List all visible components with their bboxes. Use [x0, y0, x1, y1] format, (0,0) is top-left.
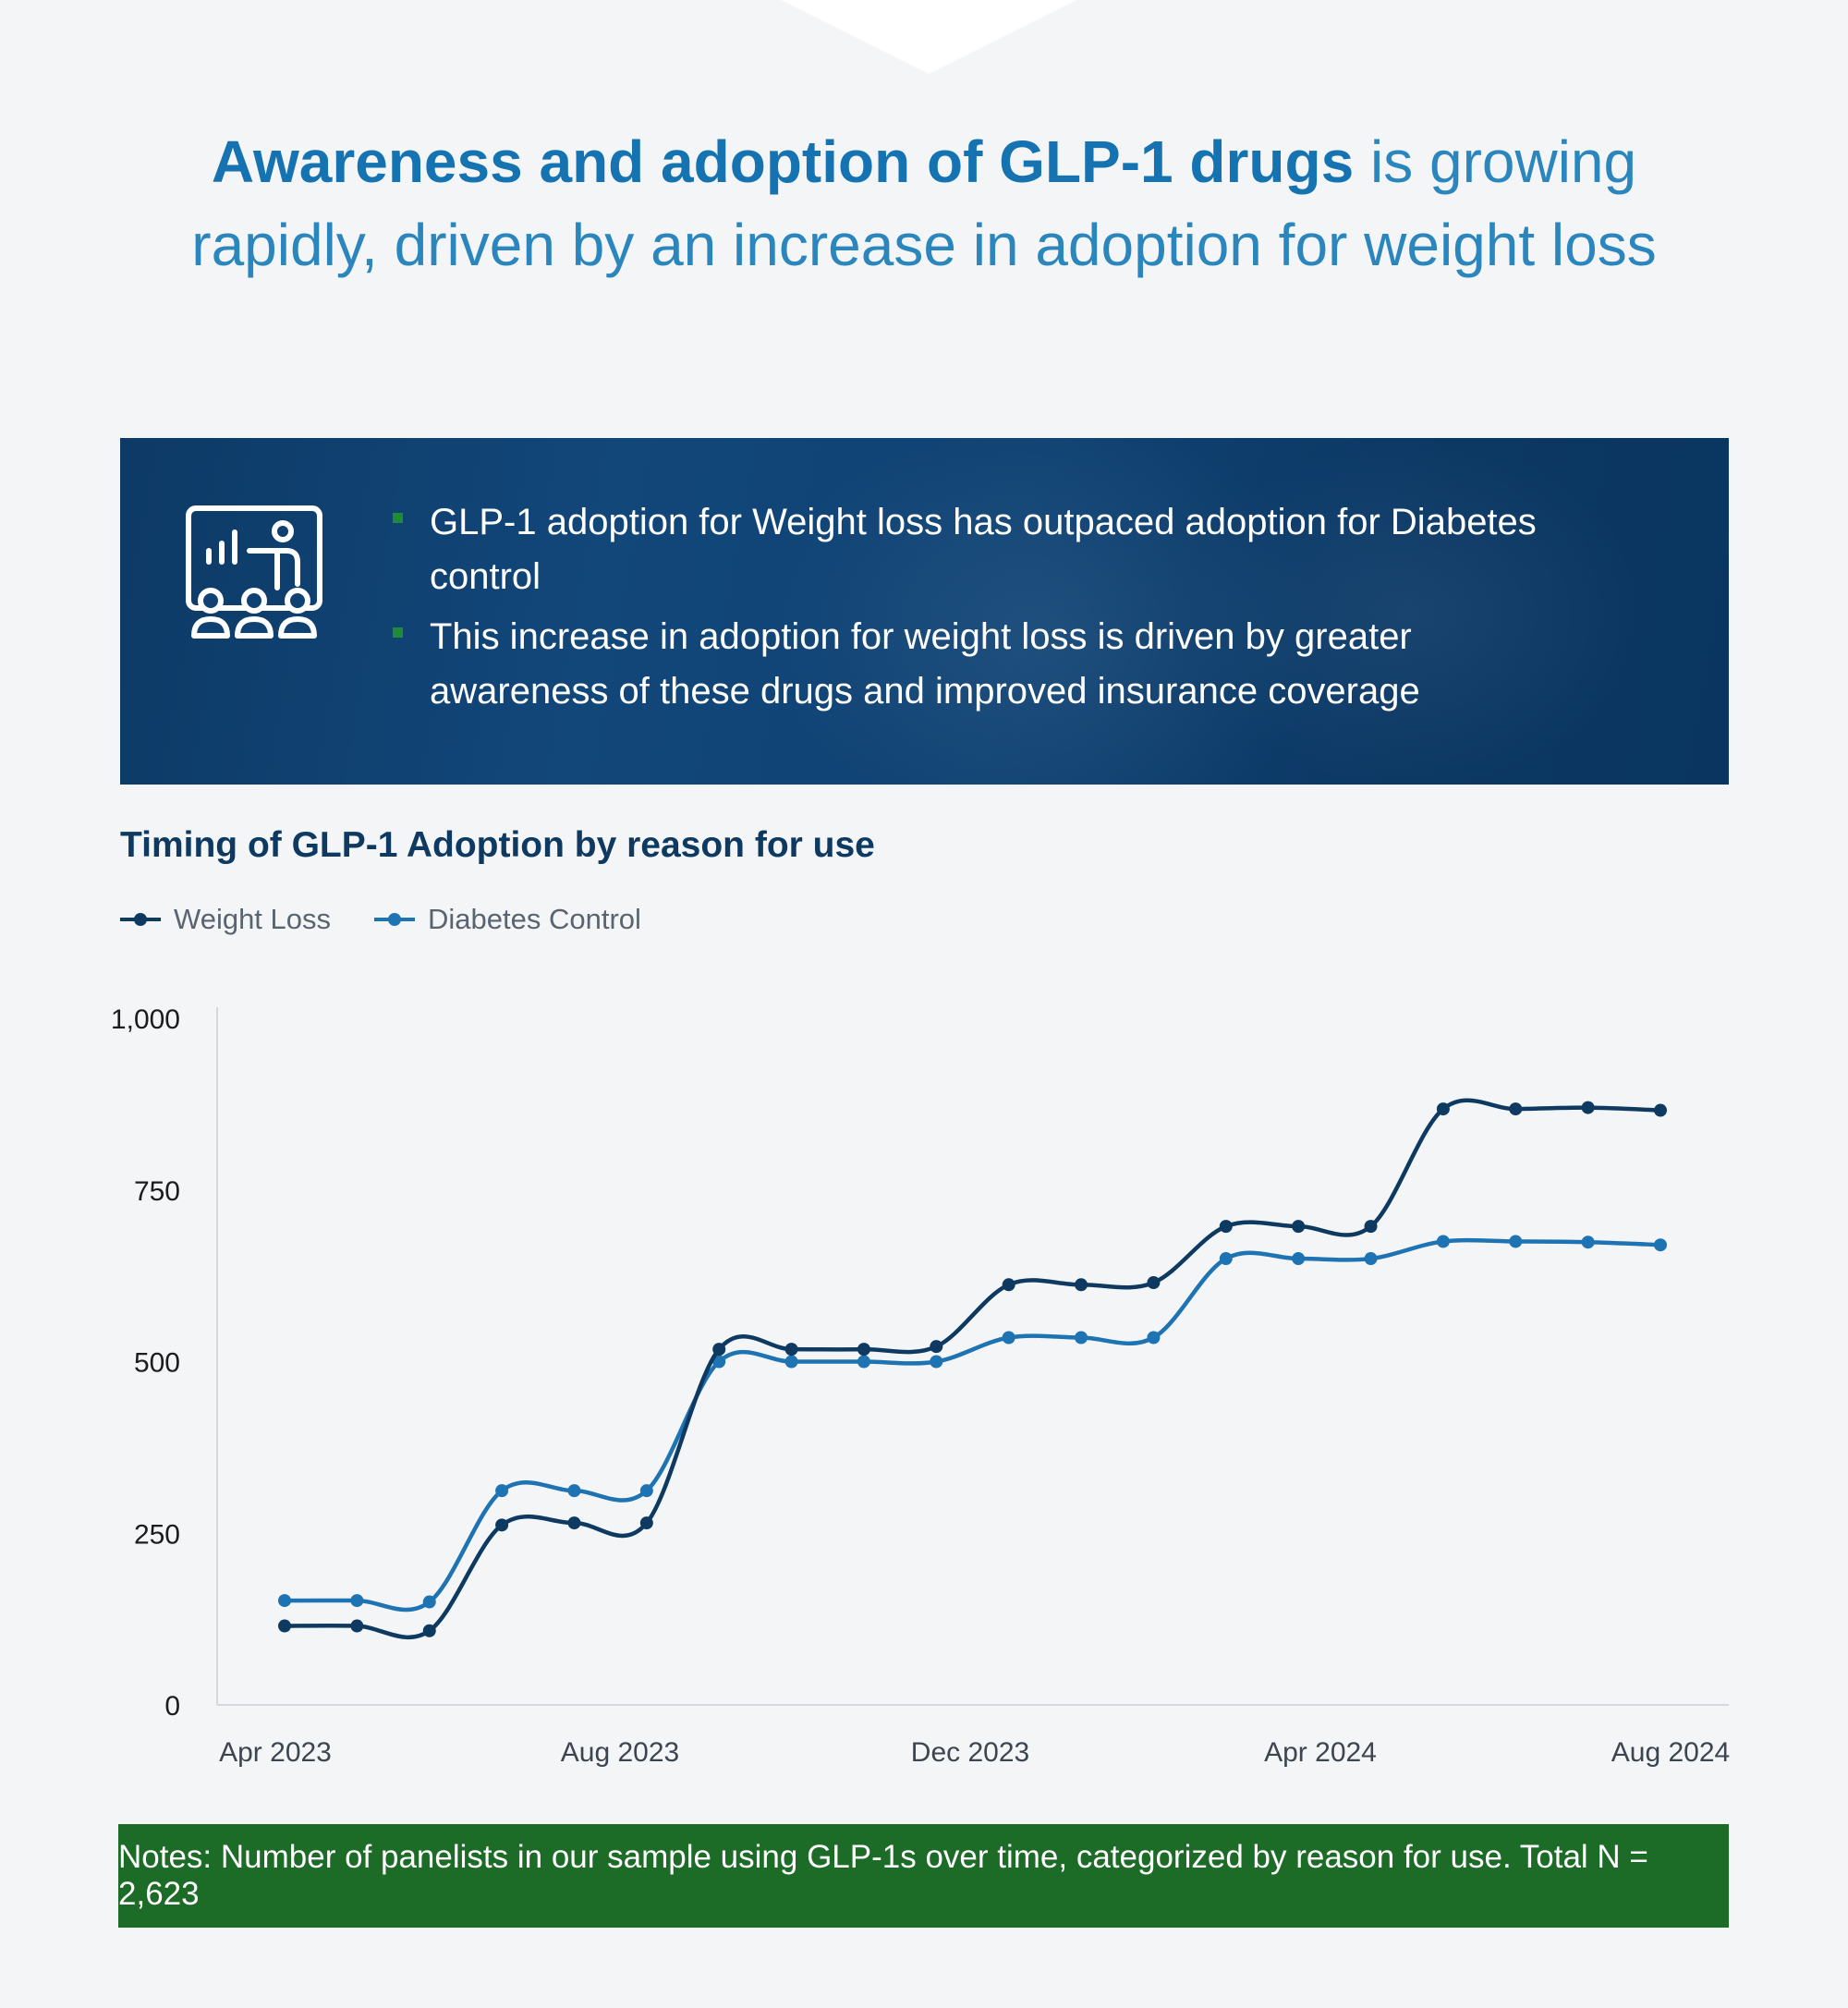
- y-tick-label: 1,000: [111, 1004, 180, 1035]
- headline-rest: is growing rapidly, driven by an increas…: [191, 128, 1657, 278]
- finding-item: This increase in adoption for weight los…: [383, 610, 1585, 719]
- y-tick-label: 750: [134, 1176, 180, 1207]
- data-point-weight-loss: [712, 1343, 726, 1357]
- legend-item-weight-loss[interactable]: Weight Loss: [118, 903, 331, 936]
- data-point-diabetes-control: [1219, 1252, 1233, 1266]
- legend-label: Weight Loss: [174, 903, 332, 935]
- bullet-square-icon: [393, 513, 403, 523]
- data-point-diabetes-control: [422, 1595, 436, 1609]
- legend-marker-icon: [120, 913, 161, 926]
- data-point-weight-loss: [930, 1340, 943, 1354]
- data-point-diabetes-control: [1436, 1235, 1450, 1248]
- data-point-weight-loss: [1219, 1220, 1233, 1234]
- data-point-weight-loss: [278, 1619, 291, 1633]
- chart-title: Timing of GLP-1 Adoption by reason for u…: [120, 825, 875, 865]
- finding-text: GLP-1 adoption for Weight loss has outpa…: [430, 502, 1537, 597]
- top-notch-decoration: [781, 0, 1076, 74]
- bullet-square-icon: [393, 627, 403, 638]
- adoption-line-chart: 0 250 500 750 1,000 Apr 2023 Aug 2023 Dec 2023 A…: [111, 1004, 1730, 1768]
- series-line-weight-loss: [284, 1098, 1661, 1640]
- data-point-weight-loss: [1147, 1276, 1161, 1290]
- data-point-diabetes-control: [784, 1355, 798, 1369]
- notes-box: Notes: Number of panelists in our sample…: [118, 1824, 1729, 1928]
- data-point-diabetes-control: [930, 1355, 943, 1369]
- data-point-diabetes-control: [1075, 1331, 1088, 1345]
- x-tick-label: Apr 2023: [219, 1737, 332, 1768]
- key-findings-banner: GLP-1 adoption for Weight loss has outpa…: [120, 438, 1729, 785]
- legend-marker-icon: [374, 913, 416, 926]
- legend-label: Diabetes Control: [428, 903, 641, 935]
- data-point-weight-loss: [1292, 1220, 1306, 1234]
- y-tick-label: 250: [134, 1519, 180, 1550]
- data-point-diabetes-control: [278, 1594, 291, 1608]
- data-point-weight-loss: [639, 1516, 653, 1530]
- data-point-weight-loss: [1002, 1278, 1015, 1292]
- y-tick-label: 500: [134, 1348, 180, 1379]
- page-headline: Awareness and adoption of GLP-1 drugs is…: [148, 120, 1700, 286]
- data-point-diabetes-control: [712, 1355, 726, 1369]
- data-point-weight-loss: [857, 1343, 870, 1357]
- data-point-weight-loss: [1509, 1102, 1523, 1116]
- data-point-diabetes-control: [1364, 1252, 1378, 1266]
- series-line-diabetes-control: [284, 1237, 1661, 1612]
- x-tick-label: Aug 2024: [1611, 1737, 1730, 1768]
- presentation-chart-icon: [186, 505, 322, 639]
- x-tick-label: Aug 2023: [561, 1737, 679, 1768]
- legend-item-diabetes-control[interactable]: Diabetes Control: [372, 903, 641, 936]
- data-point-diabetes-control: [639, 1484, 653, 1498]
- x-tick-label: Dec 2023: [911, 1737, 1029, 1768]
- data-point-diabetes-control: [1147, 1331, 1161, 1345]
- data-point-diabetes-control: [857, 1355, 870, 1369]
- data-point-weight-loss: [1364, 1220, 1378, 1234]
- data-point-weight-loss: [1581, 1101, 1595, 1114]
- data-point-diabetes-control: [1509, 1235, 1523, 1248]
- data-point-diabetes-control: [1654, 1238, 1667, 1252]
- data-point-diabetes-control: [1002, 1331, 1015, 1345]
- data-point-weight-loss: [350, 1619, 364, 1633]
- data-point-diabetes-control: [495, 1484, 509, 1498]
- data-point-diabetes-control: [1581, 1235, 1595, 1249]
- data-point-weight-loss: [1075, 1278, 1088, 1292]
- data-point-weight-loss: [1436, 1102, 1450, 1116]
- data-point-weight-loss: [784, 1343, 798, 1357]
- chart-legend: Weight Loss Diabetes Control: [118, 901, 683, 938]
- finding-text: This increase in adoption for weight los…: [430, 616, 1420, 712]
- y-tick-label: 0: [164, 1691, 180, 1722]
- data-point-weight-loss: [567, 1516, 581, 1530]
- x-tick-label: Apr 2024: [1264, 1737, 1377, 1768]
- data-point-diabetes-control: [350, 1594, 364, 1608]
- data-point-diabetes-control: [567, 1484, 581, 1498]
- data-point-weight-loss: [495, 1518, 509, 1532]
- findings-list: GLP-1 adoption for Weight loss has outpa…: [383, 495, 1585, 724]
- data-point-weight-loss: [422, 1624, 436, 1637]
- notes-text: Notes: Number of panelists in our sample…: [118, 1839, 1648, 1912]
- data-point-diabetes-control: [1292, 1252, 1306, 1266]
- data-point-weight-loss: [1654, 1103, 1667, 1117]
- finding-item: GLP-1 adoption for Weight loss has outpa…: [383, 495, 1585, 604]
- headline-bold: Awareness and adoption of GLP-1 drugs: [211, 128, 1355, 195]
